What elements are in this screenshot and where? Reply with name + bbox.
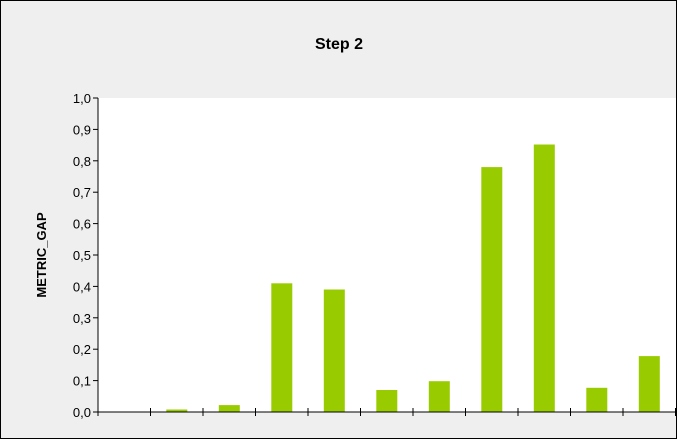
y-tick-label: 0,6	[73, 217, 91, 232]
bars-group	[166, 144, 660, 412]
y-axis-title: METRIC_GAP	[34, 212, 49, 298]
y-tick-label: 0,5	[73, 248, 91, 263]
y-tick-label: 1,0	[73, 91, 91, 106]
chart-title: Step 2	[315, 36, 363, 53]
y-tick-label: 0,0	[73, 405, 91, 420]
plot-area	[98, 98, 676, 412]
bar-8	[481, 167, 503, 412]
x-axis	[97, 408, 676, 416]
y-tick-label: 0,2	[73, 342, 91, 357]
bar-11	[638, 356, 660, 412]
y-tick-label: 0,1	[73, 374, 91, 389]
bar-5	[323, 289, 345, 412]
bar-4	[271, 283, 293, 412]
bar-2	[166, 409, 188, 412]
bar-9	[533, 144, 555, 412]
y-tick-label: 0,3	[73, 311, 91, 326]
bar-7	[428, 381, 450, 412]
y-tick-label: 0,9	[73, 122, 91, 137]
y-tick-label: 0,4	[73, 279, 91, 294]
y-axis: 0,0 0,1 0,2 0,3 0,4 0,5 0,6 0,7 0,8 0,9 1,0	[73, 91, 99, 420]
bar-6	[376, 390, 398, 412]
y-tick-label: 0,8	[73, 154, 91, 169]
bar-3	[218, 405, 240, 412]
y-tick-label: 0,7	[73, 185, 91, 200]
bar-10	[586, 387, 608, 412]
